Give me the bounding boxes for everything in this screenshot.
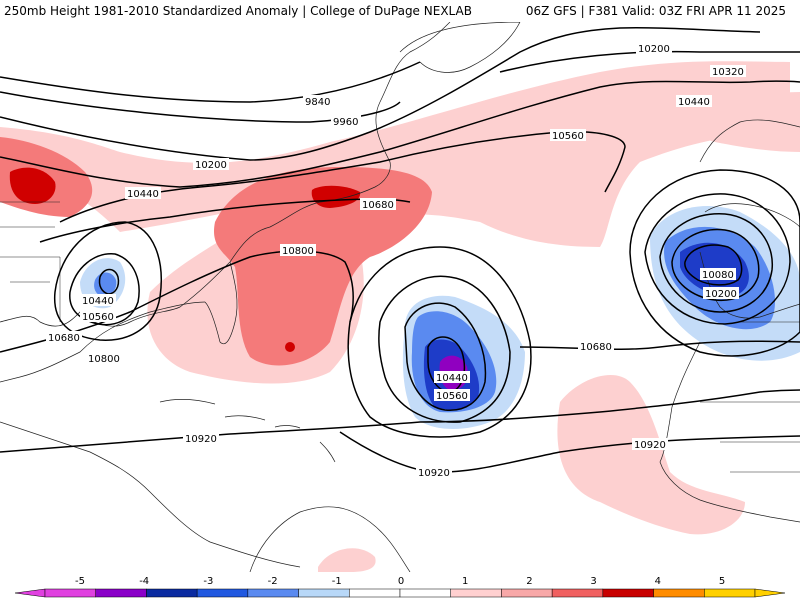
contour-label: 10200 <box>195 160 227 171</box>
colorbar-tick-label: 2 <box>526 576 532 587</box>
contour-atl-10680 <box>378 275 511 423</box>
colorbar-swatch <box>95 588 147 598</box>
colorbar-swatch <box>298 588 350 598</box>
colorbar-swatch <box>349 588 401 598</box>
contour-label: 10800 <box>282 246 314 257</box>
pos-anomaly-north-band <box>0 61 790 248</box>
colorbar-tick-label: -2 <box>268 576 278 587</box>
run-info: 06Z GFS | F381 Valid: 03Z FRI APR 11 202… <box>525 4 786 18</box>
contour-10200-nw <box>0 27 761 161</box>
pos-anomaly-great-lakes-core <box>9 167 56 204</box>
positive-anomaly-layer <box>0 61 800 572</box>
colorbar-tick-label: -4 <box>139 576 149 587</box>
colorbar-tick-label: -3 <box>203 576 213 587</box>
pos-anomaly-west-africa <box>557 374 745 535</box>
map-title: 250mb Height 1981-2010 Standardized Anom… <box>4 4 472 18</box>
colorbar-swatch <box>196 588 249 598</box>
iberia-coast <box>699 251 800 319</box>
colorbar-tick-label: -1 <box>332 576 342 587</box>
colorbar-tick-label: 1 <box>462 576 468 587</box>
caribbean-islands <box>159 399 336 463</box>
colorbar-tick-label: 4 <box>655 576 661 587</box>
map-header: 250mb Height 1981-2010 Standardized Anom… <box>0 0 800 22</box>
colorbar-swatch <box>399 588 451 598</box>
contour-label: 10920 <box>634 440 666 451</box>
contour-label: 10440 <box>82 296 114 307</box>
colorbar-swatch <box>602 588 654 598</box>
contour-9960 <box>0 91 401 123</box>
contour-10440-nw <box>0 80 800 188</box>
contour-labels: 10200 10320 10440 9840 9960 10200 10440 … <box>46 42 746 479</box>
colorbar-tick-label: 5 <box>719 576 725 587</box>
contour-label: 10920 <box>185 434 217 445</box>
colorbar-legend: -5 -4 -3 -2 -1 0 1 2 3 4 5 <box>0 573 800 600</box>
contour-label: 10440 <box>127 189 159 200</box>
contour-label: 10680 <box>48 333 80 344</box>
contour-label: 10560 <box>436 391 468 402</box>
anomaly-map: 10200 10320 10440 9840 9960 10200 10440 … <box>0 22 800 572</box>
colorbar-swatch <box>247 588 299 598</box>
contour-iberia-10200 <box>671 228 760 302</box>
colorbar-swatch <box>704 588 756 598</box>
country-borders <box>0 201 800 473</box>
contour-label: 10560 <box>82 312 114 323</box>
contour-label: 10440 <box>678 97 710 108</box>
colorbar: -5 -4 -3 -2 -1 0 1 2 3 4 5 <box>14 576 786 598</box>
contour-label: 10560 <box>552 131 584 142</box>
contour-label: 9960 <box>333 117 358 128</box>
colorbar-extend-low <box>14 588 46 598</box>
colorbar-tick-label: 0 <box>398 576 404 587</box>
contour-label: 10440 <box>436 373 468 384</box>
contour-iberia-10320 <box>659 213 773 313</box>
contour-9840 <box>0 61 421 103</box>
contour-label: 10920 <box>418 468 450 479</box>
contour-iberia-10080 <box>684 244 743 286</box>
pos-anomaly-south-america <box>318 548 376 572</box>
colorbar-swatch <box>44 588 96 598</box>
contour-label: 10680 <box>362 200 394 211</box>
contour-label: 10680 <box>580 342 612 353</box>
contour-iberia-10440 <box>644 193 791 325</box>
contour-10920-s <box>339 431 800 473</box>
contour-label: 10800 <box>88 354 120 365</box>
colorbar-swatch <box>551 588 604 598</box>
contour-10680-e <box>519 340 800 350</box>
contour-label: 10200 <box>638 44 670 55</box>
europe-coast <box>699 119 800 228</box>
africa-coast <box>659 341 800 523</box>
contour-gulf-10440 <box>98 268 120 295</box>
pos-anomaly-east-core <box>214 167 432 366</box>
contour-label: 9840 <box>305 97 330 108</box>
contour-label: 10080 <box>702 270 734 281</box>
mexico-coast <box>0 421 301 568</box>
contour-10560 <box>59 130 626 223</box>
south-america-coast <box>249 506 411 572</box>
pos-anomaly-spot <box>285 342 295 352</box>
contour-atl-10800 <box>347 246 532 438</box>
contour-10800 <box>0 250 355 353</box>
pos-anomaly-ne-core <box>311 185 361 208</box>
colorbar-tick-label: 3 <box>590 576 596 587</box>
colorbar-swatch <box>450 588 502 598</box>
contour-iberia-10560 <box>629 169 800 357</box>
greenland-coast <box>399 22 521 73</box>
colorbar-swatch <box>653 588 705 598</box>
colorbar-tick-label: -5 <box>75 576 85 587</box>
contour-10320-ne <box>499 50 800 73</box>
contour-atl-10560 <box>404 302 487 411</box>
colorbar-extend-high <box>754 588 786 598</box>
contour-label: 10320 <box>712 67 744 78</box>
colorbar-swatch <box>501 588 553 598</box>
florida-coast <box>204 261 238 345</box>
colorbar-swatch <box>146 588 198 598</box>
gulf-coast <box>0 301 206 383</box>
contour-label: 10200 <box>705 289 737 300</box>
